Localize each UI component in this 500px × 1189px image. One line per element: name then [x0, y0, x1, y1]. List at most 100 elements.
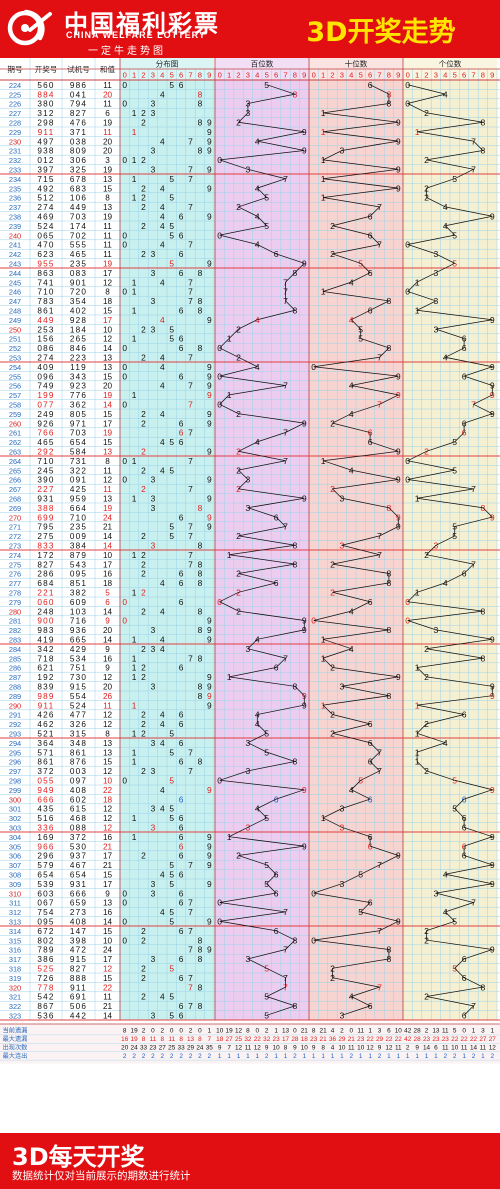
period-number: 229 [9, 128, 21, 137]
distribution-mark: 1 [132, 700, 137, 710]
sum-value: 9 [105, 889, 110, 898]
distribution-mark: 9 [207, 165, 212, 175]
tens-stats-value: 9 [378, 1044, 382, 1051]
distribution-mark: 2 [141, 118, 146, 128]
tens-header: 十位数 [345, 59, 368, 69]
period-number: 280 [9, 607, 21, 616]
distribution-mark: 5 [169, 870, 174, 880]
distribution-mark: 0 [122, 616, 127, 626]
hundreds-mark: 9 [302, 841, 307, 851]
draw-number: 492 [37, 184, 54, 193]
test-number: 091 [70, 476, 87, 485]
distribution-mark: 2 [141, 193, 146, 203]
distribution-mark: 8 [198, 954, 203, 964]
distribution-mark: 7 [188, 1001, 193, 1011]
sum-value: 19 [103, 260, 113, 269]
period-number: 271 [9, 523, 21, 532]
distribution-mark: 7 [188, 531, 193, 541]
distribution-mark: 7 [188, 907, 193, 917]
hundreds-mark: 7 [283, 381, 288, 391]
tens-stats-value: 11 [395, 1044, 402, 1051]
sum-value: 17 [103, 269, 113, 278]
test-number: 691 [70, 993, 87, 1002]
test-number: 348 [70, 739, 87, 748]
units-stats-value: 1 [425, 1053, 429, 1060]
distribution-mark: 5 [169, 813, 174, 823]
hundreds-stats-value: 9 [265, 1044, 269, 1051]
units-stats-value: 12 [489, 1044, 497, 1051]
test-number: 794 [70, 100, 87, 109]
hundreds-header-digit: 8 [293, 71, 297, 80]
test-number: 751 [70, 664, 87, 673]
draw-number: 372 [37, 767, 54, 776]
distribution-mark: 5 [169, 804, 174, 814]
hundreds-mark: 7 [283, 907, 288, 917]
distribution-mark: 2 [141, 851, 146, 861]
tens-header-digit: 4 [349, 71, 353, 80]
test-number: 083 [70, 269, 87, 278]
units-stats-value: 22 [470, 1036, 478, 1043]
distribution-mark: 7 [188, 381, 193, 391]
draw-number: 095 [37, 918, 54, 927]
distribution-mark: 6 [179, 1001, 184, 1011]
distribution-mark: 1 [132, 193, 137, 203]
distribution-mark: 6 [179, 578, 184, 588]
distribution-mark: 3 [151, 541, 156, 551]
page-title: 3D开奖走势 [306, 17, 456, 48]
period-number: 292 [9, 720, 21, 729]
draw-number: 390 [37, 476, 54, 485]
distribution-mark: 8 [198, 653, 203, 663]
tens-stats-value: 4 [331, 1028, 335, 1035]
test-number: 095 [70, 570, 87, 579]
distribution-mark: 3 [151, 249, 156, 259]
distribution-header-digit: 5 [170, 71, 174, 80]
sum-value: 10 [103, 325, 113, 334]
hundreds-stats-value: 12 [235, 1028, 243, 1035]
period-number: 282 [9, 626, 21, 635]
distribution-mark: 7 [188, 926, 193, 936]
test-number: 534 [70, 654, 87, 663]
distribution-stats-value: 2 [142, 1053, 146, 1060]
distribution-mark: 9 [207, 635, 212, 645]
draw-number: 699 [37, 513, 54, 522]
draw-number: 749 [37, 382, 54, 391]
period-number: 290 [9, 701, 21, 710]
period-number: 235 [9, 184, 21, 193]
test-number: 609 [70, 598, 87, 607]
distribution-mark: 1 [132, 155, 137, 165]
distribution-mark: 8 [198, 296, 203, 306]
distribution-mark: 9 [207, 851, 212, 861]
period-number: 267 [9, 485, 21, 494]
test-number: 382 [70, 589, 87, 598]
stats-label: 当前遗漏 [3, 1027, 28, 1035]
sum-value: 19 [103, 504, 113, 513]
test-number: 147 [70, 927, 87, 936]
test-number: 809 [70, 147, 87, 156]
sum-value: 16 [103, 570, 113, 579]
period-number: 226 [9, 100, 21, 109]
distribution-mark: 0 [122, 898, 127, 908]
stats-row: 最大连出 2 2 2 2 2 2 2 2 2 2 1 1 1 1 1 2 1 1 2 1 1 1 1 1 2 1 1 2 1 1 1 1 1 1 2 2… [3, 1052, 495, 1060]
distribution-mark: 4 [160, 578, 165, 588]
test-number: 876 [70, 758, 87, 767]
tens-mark: 9 [396, 371, 401, 381]
distribution-mark: 5 [169, 230, 174, 240]
distribution-stats-value: 1 [208, 1028, 212, 1035]
hundreds-mark: 8 [293, 541, 298, 551]
test-number: 325 [70, 166, 87, 175]
distribution-mark: 8 [198, 935, 203, 945]
distribution-mark: 9 [207, 212, 212, 222]
test-number: 879 [70, 551, 87, 560]
period-number: 261 [9, 429, 21, 438]
draw-number: 012 [37, 156, 54, 165]
distribution-mark: 3 [151, 766, 156, 776]
distribution-stats-value: 2 [198, 1053, 202, 1060]
test-number: 465 [70, 250, 87, 259]
draw-number: 983 [37, 626, 54, 635]
units-mark: 8 [481, 653, 486, 663]
units-mark: 7 [471, 484, 476, 494]
test-number: 923 [70, 382, 87, 391]
distribution-mark: 4 [160, 381, 165, 391]
distribution-stats-value: 2 [189, 1053, 193, 1060]
units-stats-value: 22 [461, 1036, 469, 1043]
